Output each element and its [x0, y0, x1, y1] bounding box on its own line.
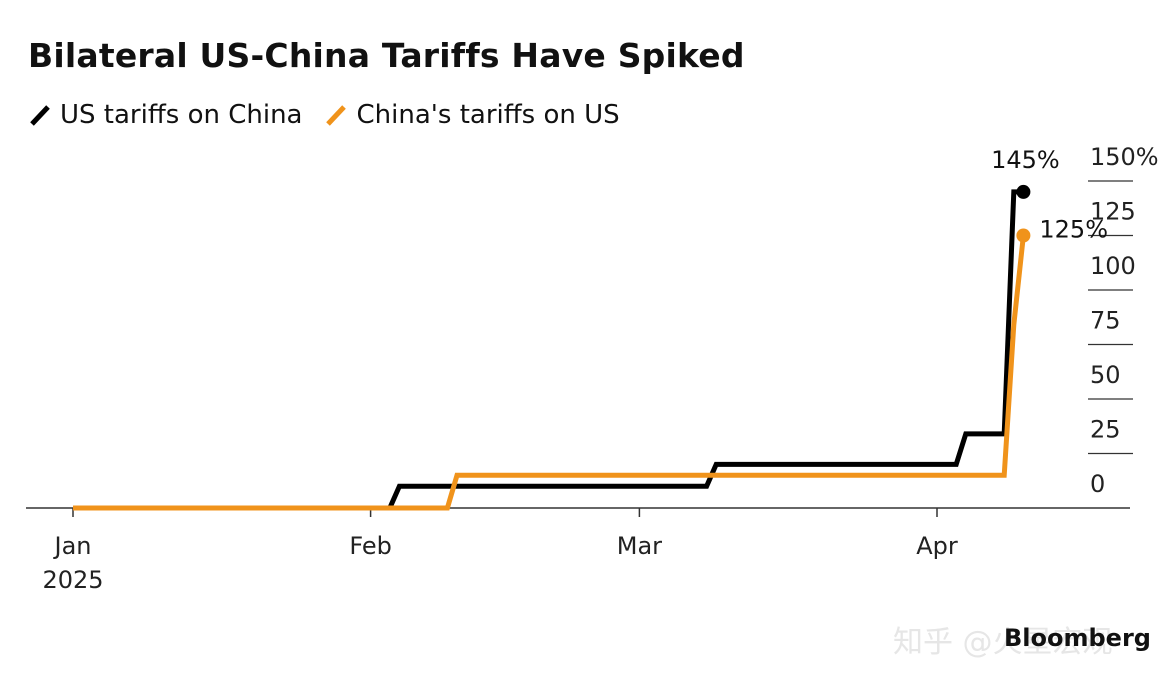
legend-label-us: US tariffs on China	[60, 100, 303, 130]
legend: US tariffs on China China's tariffs on U…	[28, 100, 642, 130]
y-tick-label-6: 150%	[1090, 143, 1159, 171]
series-layer	[73, 184, 1031, 511]
y-tick-label-0: 0	[1090, 470, 1105, 498]
source-logo: Bloomberg	[1004, 624, 1151, 652]
axes	[26, 180, 1133, 517]
x-tick-label-2: Mar	[617, 532, 662, 560]
y-tick-label-5: 125	[1090, 198, 1136, 226]
labels-layer: Jan 2025 Feb Mar Apr 0 25 50 75 100 125 150% 145% 125…	[42, 143, 1158, 594]
series-end-label-1: 125%	[1039, 216, 1108, 244]
legend-swatch-us	[30, 105, 50, 126]
y-tick-label-3: 75	[1090, 307, 1121, 335]
legend-swatch-china	[326, 105, 347, 126]
series-line-1	[73, 235, 1026, 511]
legend-label-china: China's tariffs on US	[356, 100, 620, 130]
legend-item-us: US tariffs on China	[28, 100, 302, 130]
x-tick-label-3: Apr	[916, 532, 958, 560]
y-tick-label-2: 50	[1090, 361, 1121, 389]
y-tick-label-4: 100	[1090, 252, 1136, 280]
y-tick-label-1: 25	[1090, 416, 1121, 444]
x-tick-sublabel-0: 2025	[42, 566, 103, 594]
series-line-0	[73, 189, 1024, 511]
watermark: 知乎 @火星宏观	[893, 625, 1113, 660]
series-end-label-0: 145%	[991, 146, 1060, 174]
x-tick-label-1: Feb	[349, 532, 392, 560]
x-tick-label-0: Jan	[53, 532, 92, 560]
legend-item-china: China's tariffs on US	[324, 100, 620, 130]
chart-title: Bilateral US-China Tariffs Have Spiked	[28, 36, 745, 75]
series-end-dot-1	[1016, 228, 1031, 243]
series-end-dot-0	[1016, 184, 1031, 199]
